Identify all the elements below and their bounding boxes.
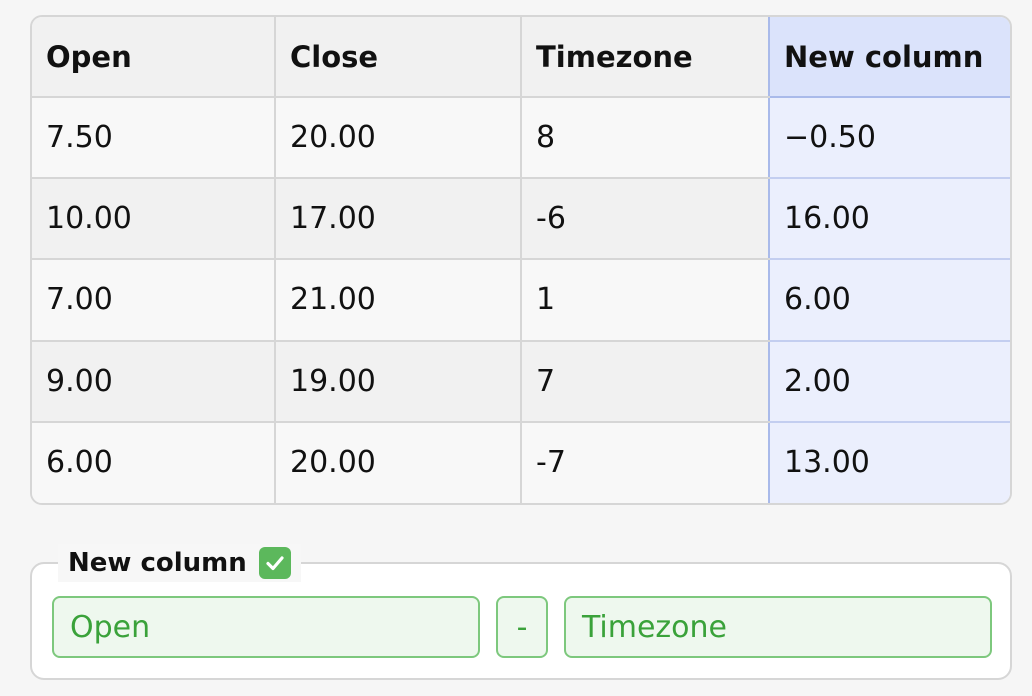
column-header-close[interactable]: Close <box>275 17 522 98</box>
data-table: Open Close Timezone New column 7.50 20.0… <box>32 17 1010 503</box>
table-cell[interactable]: 21.00 <box>275 259 522 342</box>
table-cell[interactable]: 16.00 <box>769 178 1010 261</box>
table-cell[interactable]: 6.00 <box>769 259 1010 342</box>
table-cell[interactable]: -6 <box>521 178 770 261</box>
table-cell[interactable]: 8 <box>521 97 770 180</box>
table-row: 7.50 20.00 8 −0.50 <box>32 97 1010 180</box>
formula-editor: New column Open - Timezone <box>30 544 1012 680</box>
table-cell[interactable]: -7 <box>521 421 770 503</box>
left-operand-select[interactable]: Open <box>52 596 480 658</box>
table-cell[interactable]: 6.00 <box>32 421 276 503</box>
data-table-container: Open Close Timezone New column 7.50 20.0… <box>30 15 1012 505</box>
operator-select[interactable]: - <box>496 596 548 658</box>
table-cell[interactable]: 7.50 <box>32 97 276 180</box>
table-cell[interactable]: 7 <box>521 340 770 423</box>
right-operand-select[interactable]: Timezone <box>564 596 992 658</box>
table-header-row: Open Close Timezone New column <box>32 17 1010 98</box>
table-row: 10.00 17.00 -6 16.00 <box>32 178 1010 261</box>
table-cell[interactable]: 7.00 <box>32 259 276 342</box>
table-cell[interactable]: 13.00 <box>769 421 1010 503</box>
check-icon <box>258 547 291 579</box>
table-cell[interactable]: 20.00 <box>275 97 522 180</box>
table-cell[interactable]: 9.00 <box>32 340 276 423</box>
table-cell[interactable]: 19.00 <box>275 340 522 423</box>
table-row: 6.00 20.00 -7 13.00 <box>32 421 1010 503</box>
column-header-open[interactable]: Open <box>32 17 276 98</box>
table-cell[interactable]: 17.00 <box>275 178 522 261</box>
table-cell[interactable]: 1 <box>521 259 770 342</box>
table-cell[interactable]: 2.00 <box>769 340 1010 423</box>
table-row: 7.00 21.00 1 6.00 <box>32 259 1010 342</box>
table-cell[interactable]: 10.00 <box>32 178 276 261</box>
formula-legend: New column <box>58 544 301 582</box>
column-header-new-column[interactable]: New column <box>769 17 1010 98</box>
table-row: 9.00 19.00 7 2.00 <box>32 340 1010 423</box>
column-header-timezone[interactable]: Timezone <box>521 17 770 98</box>
table-cell[interactable]: 20.00 <box>275 421 522 503</box>
table-cell[interactable]: −0.50 <box>769 97 1010 180</box>
formula-title: New column <box>68 548 247 578</box>
